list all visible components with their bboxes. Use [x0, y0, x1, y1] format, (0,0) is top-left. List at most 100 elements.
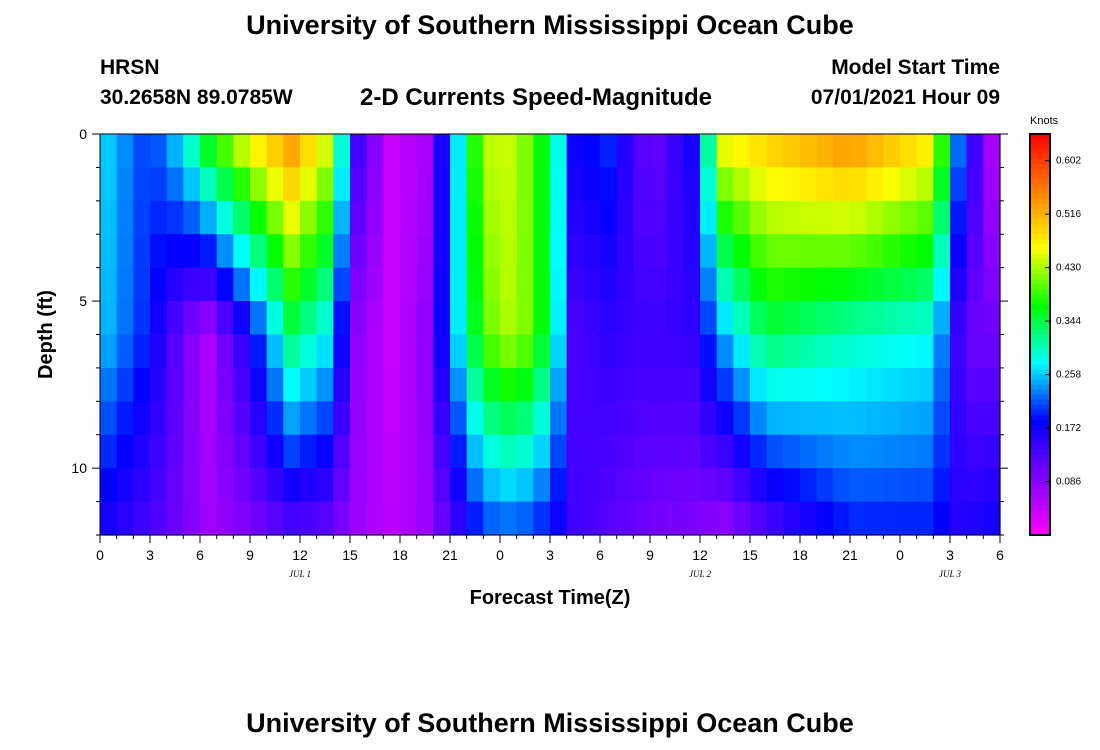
heatmap-cell: [833, 167, 851, 202]
y-tick-label: 5: [79, 293, 87, 309]
heatmap-cell: [250, 401, 268, 436]
heatmap-cell: [266, 401, 284, 436]
station-coordinates: 30.2658N 89.0785W: [100, 86, 293, 109]
heatmap-cell: [316, 267, 334, 302]
colorbar-segment: [1030, 269, 1050, 275]
heatmap-cell: [266, 367, 284, 402]
heatmap-cell: [883, 501, 901, 536]
heatmap-cell: [216, 267, 234, 302]
heatmap-cell: [150, 200, 168, 235]
heatmap-cell: [450, 434, 468, 469]
colorbar-segment: [1030, 169, 1050, 175]
heatmap-cell: [583, 134, 601, 169]
heatmap-cell: [650, 200, 668, 235]
heatmap-cell: [116, 334, 134, 369]
colorbar-segment: [1030, 134, 1050, 140]
heatmap-cell: [350, 468, 368, 503]
x-axis-label: Forecast Time(Z): [470, 587, 631, 609]
heatmap-cell: [383, 267, 401, 302]
heatmap-cell: [416, 367, 434, 402]
heatmap-cell: [750, 334, 768, 369]
x-tick-label: 6: [196, 547, 204, 563]
heatmap-cell: [566, 267, 584, 302]
heatmap-cell: [350, 267, 368, 302]
heatmap-cell: [500, 134, 518, 169]
heatmap-cell: [766, 134, 784, 169]
heatmap-cell: [650, 401, 668, 436]
colorbar-segment: [1030, 504, 1050, 511]
heatmap-cell: [200, 267, 218, 302]
heatmap-cell: [566, 167, 584, 202]
heatmap-cell: [916, 401, 934, 436]
heatmap-cell: [900, 334, 918, 369]
heatmap-cell: [366, 367, 384, 402]
heatmap-cell: [833, 434, 851, 469]
heatmap-cell: [816, 468, 834, 503]
heatmap-cell: [533, 468, 551, 503]
heatmap-cell: [750, 267, 768, 302]
heatmap-cell: [583, 267, 601, 302]
heatmap-cell: [466, 401, 484, 436]
heatmap-cell: [583, 501, 601, 536]
heatmap-cell: [966, 434, 984, 469]
heatmap-cell: [966, 501, 984, 536]
heatmap-cell: [650, 267, 668, 302]
colorbar-segment: [1030, 349, 1050, 356]
heatmap-cell: [333, 267, 351, 302]
heatmap-cell: [166, 501, 184, 536]
heatmap-cell: [916, 334, 934, 369]
heatmap-cell: [416, 334, 434, 369]
heatmap-cell: [850, 234, 868, 269]
heatmap-cell: [216, 501, 234, 536]
heatmap-cell: [900, 434, 918, 469]
heatmap-cell: [566, 401, 584, 436]
heatmap-cell: [466, 334, 484, 369]
heatmap-cell: [300, 501, 318, 536]
heatmap-cell: [700, 200, 718, 235]
heatmap-cell: [650, 367, 668, 402]
heatmap-cell: [916, 301, 934, 336]
heatmap-cell: [283, 267, 301, 302]
heatmap-cell: [250, 167, 268, 202]
heatmap-cell: [816, 401, 834, 436]
heatmap-cell: [500, 167, 518, 202]
heatmap-cell: [916, 267, 934, 302]
heatmap-cell: [316, 200, 334, 235]
heatmap-cell: [566, 468, 584, 503]
heatmap-cell: [266, 134, 284, 169]
heatmap-cell: [250, 234, 268, 269]
heatmap-cell: [333, 501, 351, 536]
heatmap-cell: [233, 401, 251, 436]
colorbar-segment: [1030, 334, 1050, 341]
heatmap-cell: [716, 367, 734, 402]
heatmap-cell: [550, 401, 568, 436]
colorbar-segment: [1030, 369, 1050, 376]
colorbar-segment: [1030, 489, 1050, 496]
heatmap-cell: [250, 301, 268, 336]
heatmap-cell: [416, 200, 434, 235]
heatmap-cell: [533, 134, 551, 169]
heatmap-cell: [216, 200, 234, 235]
heatmap-cell: [966, 468, 984, 503]
heatmap-cell: [400, 334, 418, 369]
heatmap-cell: [150, 267, 168, 302]
heatmap-cell: [900, 167, 918, 202]
colorbar-segment: [1030, 529, 1050, 536]
colorbar-segment: [1030, 299, 1050, 306]
heatmap-cell: [583, 434, 601, 469]
heatmap-cell: [183, 367, 201, 402]
heatmap-cell: [700, 234, 718, 269]
heatmap-cell: [150, 434, 168, 469]
heatmap-cell: [433, 301, 451, 336]
heatmap-cell: [550, 167, 568, 202]
heatmap-cell: [500, 334, 518, 369]
heatmap-cell: [133, 501, 151, 536]
heatmap-cell: [833, 267, 851, 302]
heatmap-cell: [600, 167, 618, 202]
heatmap-cell: [366, 468, 384, 503]
heatmap-cell: [133, 267, 151, 302]
heatmap-cell: [700, 501, 718, 536]
colorbar-segment: [1030, 479, 1050, 486]
heatmap-cell: [250, 367, 268, 402]
heatmap-cell: [200, 334, 218, 369]
